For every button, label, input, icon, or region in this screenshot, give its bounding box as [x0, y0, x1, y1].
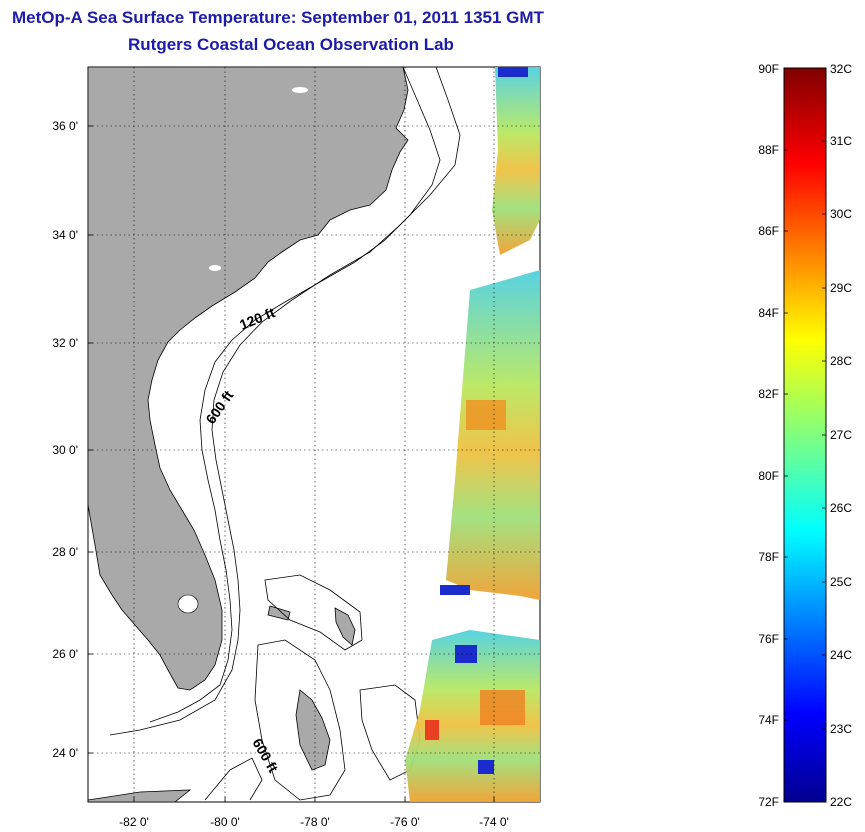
lat-label-34: 34 0' — [52, 228, 78, 242]
colorbar-f-label: 82F — [758, 387, 779, 401]
colorbar-c-label: 31C — [830, 134, 852, 148]
lat-label-36: 36 0' — [52, 119, 78, 133]
lon-label-80: -80 0' — [210, 815, 240, 829]
colorbar-f-label: 80F — [758, 469, 779, 483]
colorbar-c-label: 23C — [830, 722, 852, 736]
colorbar-f-label: 74F — [758, 713, 779, 727]
lat-label-24: 24 0' — [52, 746, 78, 760]
lat-label-32: 32 0' — [52, 336, 78, 350]
colorbar-f-label: 72F — [758, 795, 779, 809]
colorbar-f-label: 78F — [758, 550, 779, 564]
colorbar-c-label: 30C — [830, 207, 852, 221]
colorbar-f-label: 90F — [758, 62, 779, 76]
lat-label-26: 26 0' — [52, 647, 78, 661]
colorbar-c-label: 27C — [830, 428, 852, 442]
colorbar-f-label: 88F — [758, 143, 779, 157]
colorbar-c-label: 29C — [830, 281, 852, 295]
colorbar-f-label: 86F — [758, 224, 779, 238]
map-subtitle: Rutgers Coastal Ocean Observation Lab — [128, 35, 454, 54]
lon-label-74: -74 0' — [479, 815, 509, 829]
map-title: MetOp-A Sea Surface Temperature: Septemb… — [12, 8, 544, 27]
land-bahamas-andros — [295, 689, 331, 771]
map-grid — [88, 67, 540, 802]
lat-label-28: 28 0' — [52, 545, 78, 559]
colorbar-c-label: 24C — [830, 648, 852, 662]
lon-label-76: -76 0' — [390, 815, 420, 829]
sst-swath — [405, 67, 540, 802]
colorbar-c-label: 32C — [830, 62, 852, 76]
land-bahamas-abaco — [334, 607, 356, 646]
colorbar — [783, 67, 827, 803]
colorbar-c-label: 26C — [830, 501, 852, 515]
lon-label-82: -82 0' — [119, 815, 149, 829]
colorbar-f-label: 84F — [758, 306, 779, 320]
lat-label-30: 30 0' — [52, 443, 78, 457]
land-southeast-us — [87, 66, 409, 691]
colorbar-c-label: 25C — [830, 575, 852, 589]
colorbar-f-label: 76F — [758, 632, 779, 646]
lon-label-78: -78 0' — [300, 815, 330, 829]
colorbar-c-label: 22C — [830, 795, 852, 809]
colorbar-c-label: 28C — [830, 354, 852, 368]
